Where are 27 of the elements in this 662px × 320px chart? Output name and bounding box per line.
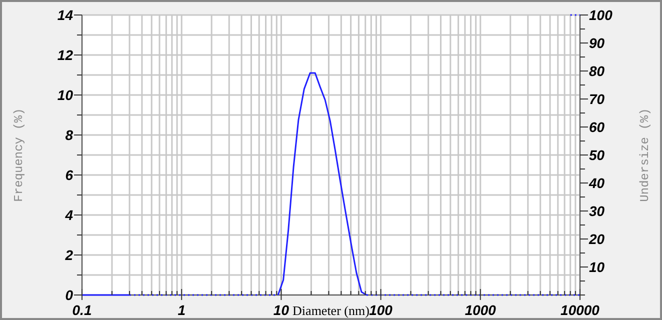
y-tick-label: 2 <box>64 247 74 263</box>
y2-tick-label: 80 <box>589 63 605 79</box>
y2-tick-label: 40 <box>588 175 605 191</box>
y2-tick-label: 10 <box>589 259 605 275</box>
x-tick-label: 10 <box>273 302 290 318</box>
y2-tick-label: 30 <box>589 203 605 219</box>
y2-tick-label: 100 <box>589 7 613 23</box>
y2-tick-label: 60 <box>589 119 605 135</box>
x-tick-label: 10000 <box>560 302 600 318</box>
y2-tick-label: 20 <box>588 231 605 247</box>
y-tick-label: 6 <box>65 167 74 183</box>
y2-tick-label: 70 <box>589 91 605 107</box>
y2-tick-label: 50 <box>589 147 605 163</box>
x-tick-label: 100 <box>369 302 393 318</box>
y2-axis-title: Undersize (%) <box>638 108 652 202</box>
x-tick-label: 1000 <box>464 302 496 318</box>
x-tick-label: 1 <box>178 302 186 318</box>
y-tick-label: 4 <box>64 207 74 223</box>
y-axis-title: Frequency (%) <box>12 108 26 202</box>
y-tick-label: 8 <box>65 127 74 143</box>
x-tick-label: 0.1 <box>72 302 92 318</box>
x-axis-title: Diameter (nm) <box>292 303 370 318</box>
y-tick-label: 10 <box>57 87 74 103</box>
y-tick-label: 12 <box>57 47 74 63</box>
y-tick-label: 14 <box>57 7 74 23</box>
y-tick-label: 0 <box>65 287 74 303</box>
y2-tick-label: 90 <box>589 35 605 51</box>
